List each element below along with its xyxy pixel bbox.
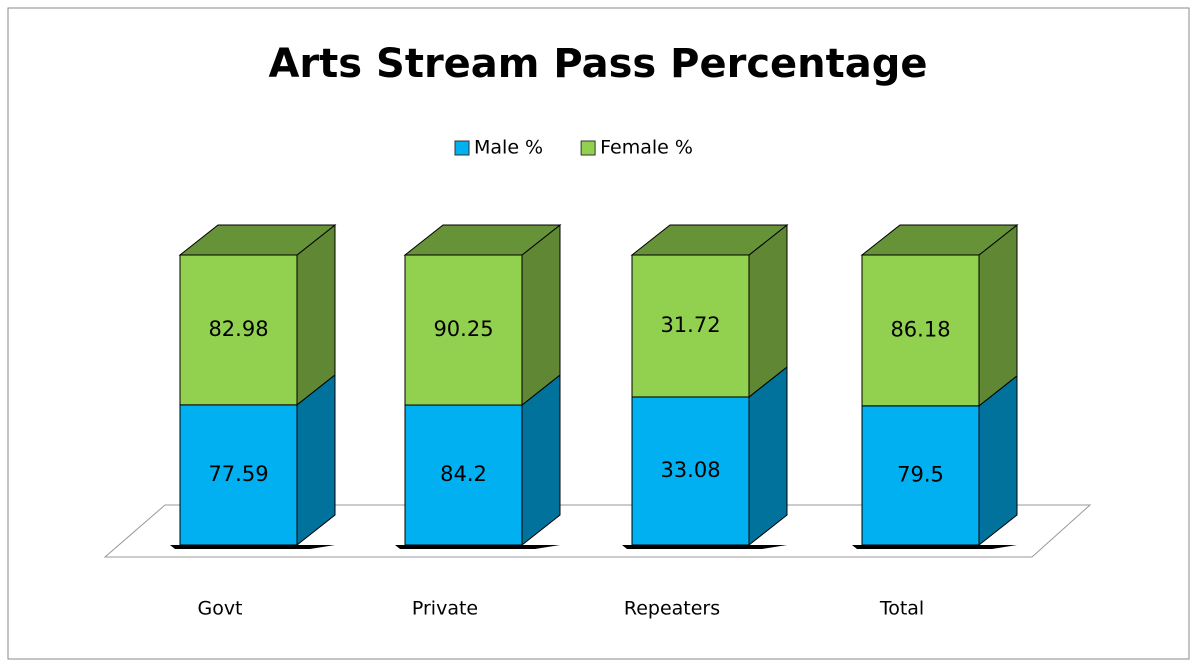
data-label: 90.25 [433, 317, 493, 341]
data-label: 86.18 [890, 317, 950, 341]
bar [404, 404, 523, 546]
data-label: 31.72 [660, 313, 720, 337]
chart-title: Arts Stream Pass Percentage [268, 41, 927, 87]
floor [103, 504, 1092, 558]
bar [179, 254, 298, 406]
bar-side [521, 223, 561, 407]
legend-label: Female % [600, 137, 693, 159]
bar-shadow [622, 545, 787, 549]
data-label: 79.5 [897, 462, 944, 486]
legend-swatch [580, 140, 596, 156]
legend-label: Male % [474, 137, 543, 159]
bar-shadow [395, 545, 560, 549]
x-tick-label: Private [412, 598, 478, 620]
bar [861, 254, 980, 407]
x-tick-label: Repeaters [624, 598, 720, 620]
legend-swatch [454, 140, 470, 156]
x-tick-label: Govt [197, 598, 242, 620]
data-label: 84.2 [440, 462, 487, 486]
bar-side [978, 223, 1018, 407]
data-label: 33.08 [660, 458, 720, 482]
bar-shadow [852, 545, 1017, 549]
data-label: 82.98 [208, 317, 268, 341]
bar [179, 404, 298, 546]
bar [631, 254, 750, 398]
data-label: 77.59 [208, 462, 268, 486]
bar-side [296, 223, 336, 406]
bar [404, 254, 523, 406]
x-tick-label: Total [879, 598, 924, 620]
bar-side [748, 365, 788, 547]
bar [861, 405, 980, 546]
bar-shadow [170, 545, 335, 549]
